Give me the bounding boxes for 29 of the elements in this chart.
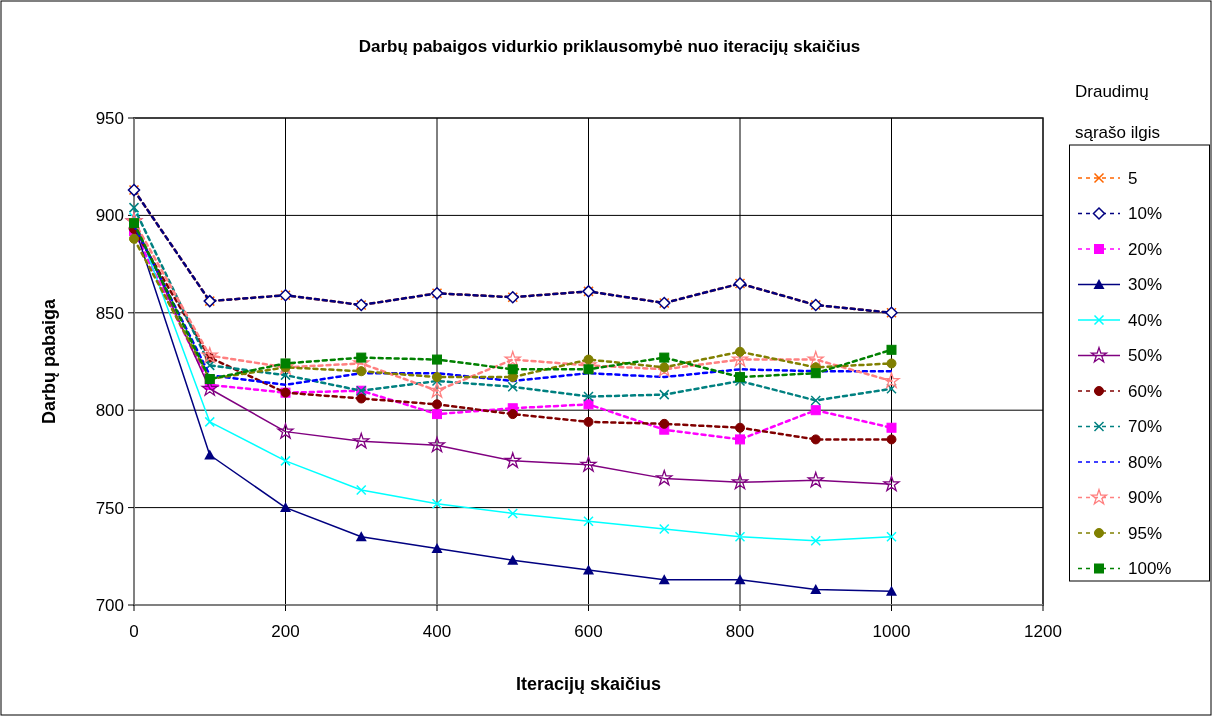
text: Draudimų sąrašo ilgis [1075,82,1161,142]
x-tick-label: 600 [574,622,603,641]
legend-label: 20% [1128,239,1163,259]
y-tick-label: 750 [95,498,124,518]
legend-label: 80% [1128,452,1163,472]
y-tick-label: 900 [95,206,124,226]
chart-title: Darbų pabaigos vidurkio priklausomybė nuo iteracijų skaičius [358,37,861,56]
legend-label: 5 [1128,168,1138,188]
x-tick-label: 400 [422,622,452,641]
legend-label: 50% [1128,346,1163,366]
y-tick-label: 850 [95,303,124,323]
y-tick-label: 800 [95,401,124,421]
legend-label: 60% [1128,381,1163,401]
y-tick-label: 950 [95,108,124,128]
x-tick-label: 800 [725,622,755,641]
legend-label: 30% [1128,275,1163,295]
legend-label: 90% [1128,488,1163,508]
legend-label: 10% [1128,204,1163,224]
y-tick-label: 700 [95,595,124,615]
x-tick-label: 1000 [872,622,911,641]
y-axis-title: Darbų pabaiga [39,298,59,425]
x-tick-label: 200 [271,622,300,641]
legend-label: 100% [1128,559,1172,579]
x-tick-label: 0 [129,622,139,641]
legend-label: 40% [1128,310,1163,330]
x-axis-title: Iteracijų skaičius [515,674,662,694]
x-tick-label: 1200 [1024,622,1062,641]
legend-label: 70% [1128,417,1163,437]
legend-label: 95% [1128,523,1163,543]
